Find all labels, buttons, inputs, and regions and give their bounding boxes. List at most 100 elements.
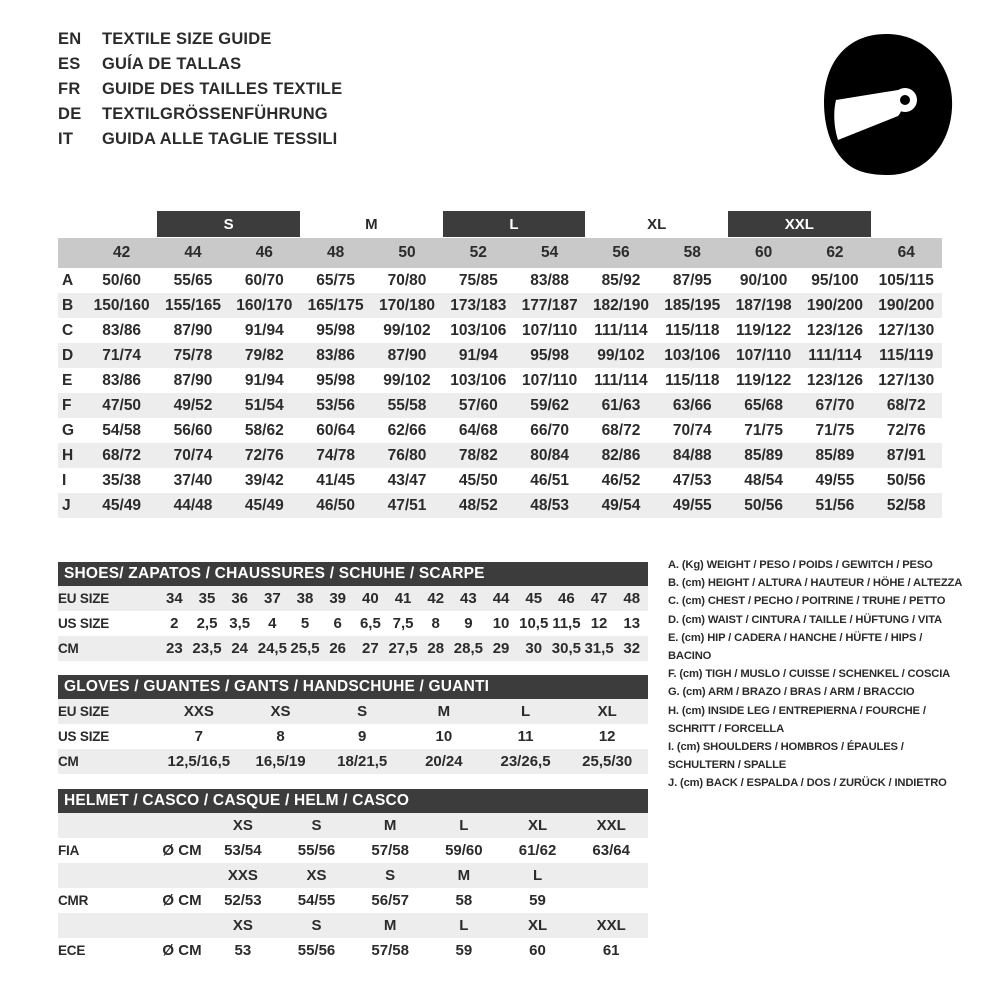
table-cell: 75/78 xyxy=(173,346,213,364)
helmet-value-row: CMR Ø CM 52/53 54/55 56/57 58 59 xyxy=(58,888,648,913)
table-cell: 103/106 xyxy=(450,371,507,389)
helmet-value: 58 xyxy=(455,892,473,909)
gloves-row: EU SIZE XXS XS S M L XL xyxy=(58,699,648,724)
table-row: H 68/72 70/74 72/76 74/78 76/80 78/82 80/84 82/8… xyxy=(58,443,942,468)
helmet-size: L xyxy=(459,817,469,834)
legend-item: I. (cm) SHOULDERS / HOMBROS / ÉPAULES / xyxy=(668,741,904,754)
row-label-I: I xyxy=(62,471,67,489)
table-cell: 165/175 xyxy=(307,296,364,314)
table-cell: 95/98 xyxy=(316,321,356,339)
gloves-cell: XXS xyxy=(183,703,214,720)
language-title: TEXTILE SIZE GUIDE xyxy=(102,30,272,48)
shoes-cell: 24,5 xyxy=(257,640,287,657)
table-cell: 105/115 xyxy=(878,271,934,289)
table-cell: 95/100 xyxy=(811,271,859,289)
row-label-A: A xyxy=(62,271,74,289)
table-cell: 173/183 xyxy=(450,296,507,314)
helmet-size: S xyxy=(311,817,322,834)
helmet-size: XL xyxy=(527,917,548,934)
table-cell: 170/180 xyxy=(378,296,435,314)
helmet-block: HELMET / CASCO / CASQUE / HELM / CASCO X… xyxy=(58,789,648,963)
helmet-size: XL xyxy=(527,817,548,834)
table-cell: 123/126 xyxy=(806,371,863,389)
size-numbers: 42 44 46 48 50 52 54 56 58 60 62 64 xyxy=(58,238,942,268)
table-cell: 46/50 xyxy=(316,496,356,514)
shoes-cell: 26 xyxy=(329,640,347,657)
gloves-row-label: US SIZE xyxy=(58,729,110,744)
helmet-size: L xyxy=(459,917,469,934)
size-number: 42 xyxy=(113,244,131,261)
table-cell: 47/51 xyxy=(387,496,427,514)
shoes-rows: EU SIZE 34 35 36 37 38 39 40 41 42 43 44 45 46 47 48 US … xyxy=(58,586,648,661)
helmet-size: XXL xyxy=(596,917,626,934)
shoes-cell: 28,5 xyxy=(453,640,483,657)
shoes-cell: 23 xyxy=(165,640,183,657)
table-row: C 83/86 87/90 91/94 95/98 99/102 103/106 107/11… xyxy=(58,318,942,343)
table-cell: 68/72 xyxy=(601,421,641,439)
helmet-standard-FIA: FIA xyxy=(58,843,80,858)
helmet-value: 61 xyxy=(602,942,620,959)
shoes-cell: 31,5 xyxy=(584,640,614,657)
shoes-cell: 45 xyxy=(525,590,543,607)
table-cell: 87/95 xyxy=(672,271,712,289)
shoes-cell: 6 xyxy=(333,615,342,632)
helmet-size: M xyxy=(383,917,397,934)
table-cell: 37/40 xyxy=(173,471,213,489)
language-code: DE xyxy=(58,105,82,123)
gloves-cell: 18/21,5 xyxy=(337,753,388,770)
row-label-C: C xyxy=(62,321,74,339)
shoes-cell: 13 xyxy=(623,615,641,632)
size-number: 54 xyxy=(541,244,559,261)
helmet-value: 59/60 xyxy=(445,842,483,859)
shoes-row-label: EU SIZE xyxy=(58,591,110,606)
table-cell: 127/130 xyxy=(878,371,935,389)
legend-item: F. (cm) TIGH / MUSLO / CUISSE / SCHENKEL… xyxy=(668,668,951,681)
table-cell: 78/82 xyxy=(458,446,498,464)
shoes-cell: 25,5 xyxy=(290,640,320,657)
size-number: 62 xyxy=(826,244,844,261)
shoes-cell: 38 xyxy=(296,590,314,607)
legend-item: SCHRITT / FORCELLA xyxy=(668,722,785,735)
table-cell: 91/94 xyxy=(458,346,498,364)
language-code: IT xyxy=(58,130,74,148)
shoes-cell: 48 xyxy=(623,590,641,607)
table-cell: 61/63 xyxy=(601,396,641,414)
gloves-row: CM 12,5/16,5 16,5/19 18/21,5 20/24 23/26,5 25,… xyxy=(58,749,648,774)
size-band-empty xyxy=(871,211,942,237)
gloves-cell: 8 xyxy=(276,728,285,745)
size-number: 64 xyxy=(897,244,915,261)
helmet-value: 63/64 xyxy=(592,842,630,859)
legend-item: D. (cm) WAIST / CINTURA / TAILLE / HÜFTU… xyxy=(668,613,942,626)
size-number: 60 xyxy=(754,244,773,261)
helmet-unit: Ø CM xyxy=(162,942,202,959)
helmet-value: 57/58 xyxy=(371,842,409,859)
table-cell: 185/195 xyxy=(664,296,721,314)
shoes-cell: 3,5 xyxy=(229,615,251,632)
table-row: J 45/49 44/48 45/49 46/50 47/51 48/52 48/53 49/5… xyxy=(58,493,942,518)
table-cell: 58/62 xyxy=(244,421,284,439)
table-cell: 111/114 xyxy=(594,321,648,339)
gloves-cell: XL xyxy=(597,703,617,720)
table-cell: 62/66 xyxy=(387,421,427,439)
table-cell: 83/86 xyxy=(102,321,142,339)
gloves-row-label: CM xyxy=(58,754,79,769)
helmet-size: M xyxy=(383,817,397,834)
measurement-rows: A 50/60 55/65 60/70 65/75 70/80 75/85 83/88 85/9… xyxy=(58,268,942,518)
table-cell: 155/165 xyxy=(164,296,221,314)
shoes-cell: 34 xyxy=(165,590,183,607)
table-cell: 107/110 xyxy=(522,321,578,339)
table-cell: 50/56 xyxy=(744,496,784,514)
helmet-size: XS xyxy=(306,867,327,884)
size-number: 50 xyxy=(398,244,416,261)
table-cell: 63/66 xyxy=(672,396,712,414)
helmet-size: M xyxy=(457,867,471,884)
shoes-cell: 32 xyxy=(623,640,641,657)
table-cell: 160/170 xyxy=(236,296,293,314)
table-cell: 45/49 xyxy=(244,496,284,514)
table-cell: 85/92 xyxy=(601,271,641,289)
helmet-size: L xyxy=(532,867,543,884)
table-cell: 55/65 xyxy=(173,271,213,289)
shoes-cell: 30,5 xyxy=(551,640,581,657)
language-code: ES xyxy=(58,55,81,73)
table-cell: 83/86 xyxy=(316,346,356,364)
